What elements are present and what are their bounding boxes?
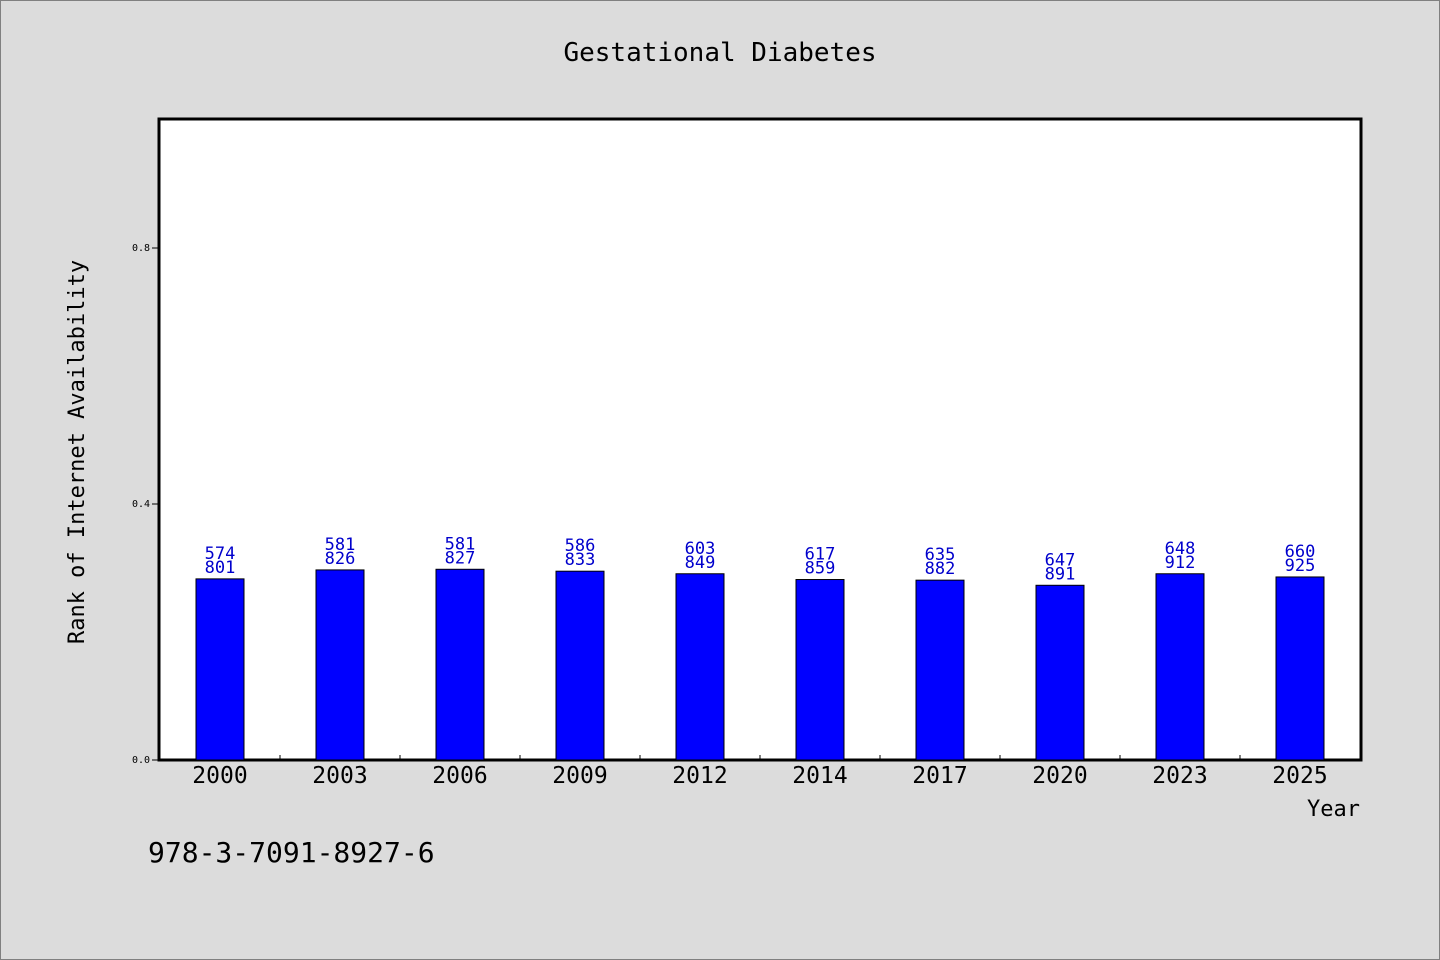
bar-label-numerator: 660	[1285, 542, 1316, 562]
bar-label-denominator: 849	[685, 553, 716, 573]
x-tick-label: 2025	[1272, 763, 1327, 789]
bar-label-numerator: 635	[925, 545, 956, 565]
x-tick-label: 2017	[912, 763, 967, 789]
isbn-label: 978-3-7091-8927-6	[148, 836, 435, 869]
y-axis-label: Rank of Internet Availability	[65, 260, 90, 644]
bar-2003	[315, 569, 365, 761]
y-tick-label: 0.4	[132, 499, 150, 510]
x-tick-label: 2006	[432, 763, 487, 789]
x-tick-label: 2003	[312, 763, 367, 789]
x-axis-ticks: 2000 2003 2006 2009 2012 2014 2017 2020 2023 2025	[192, 755, 1328, 789]
bar-label-denominator: 925	[1285, 556, 1316, 576]
x-tick-label: 2009	[552, 763, 607, 789]
bar-label-denominator: 882	[925, 559, 956, 579]
bar-label-numerator: 586	[565, 536, 596, 556]
bar-label-denominator: 826	[325, 549, 356, 569]
bar-2025	[1275, 576, 1325, 761]
bar-label-denominator: 891	[1045, 564, 1076, 584]
y-axis-ticks: 0.0 0.4 0.8	[132, 243, 160, 766]
bar-2012	[675, 573, 725, 761]
bars-group	[195, 568, 1325, 761]
bar-2000	[195, 578, 245, 761]
bar-label-numerator: 617	[805, 545, 836, 565]
bar-2017	[915, 579, 965, 761]
bar-label-denominator: 912	[1165, 553, 1196, 573]
x-tick-label: 2014	[792, 763, 847, 789]
bar-2020	[1035, 584, 1085, 761]
bar-label-numerator: 581	[325, 535, 356, 555]
bar-label-numerator: 603	[685, 539, 716, 559]
bar-2006	[435, 568, 485, 761]
bar-2014	[795, 579, 845, 761]
y-tick-label: 0.8	[132, 243, 150, 254]
x-axis-label: Year	[1307, 797, 1360, 822]
bar-label-denominator: 801	[205, 558, 236, 578]
bar-label-numerator: 648	[1165, 539, 1196, 559]
x-tick-label: 2000	[192, 763, 247, 789]
bar-label-numerator: 581	[445, 534, 476, 554]
x-tick-label: 2012	[672, 763, 727, 789]
chart-title: Gestational Diabetes	[563, 38, 876, 68]
bar-label-denominator: 859	[805, 559, 836, 579]
x-tick-label: 2023	[1152, 763, 1207, 789]
bar-label-numerator: 647	[1045, 550, 1076, 570]
x-tick-label: 2020	[1032, 763, 1087, 789]
bar-label-denominator: 827	[445, 548, 476, 568]
bar-label-denominator: 833	[565, 550, 596, 570]
bar-2009	[555, 570, 605, 761]
bar-2023	[1155, 573, 1205, 761]
y-tick-label: 0.0	[132, 755, 150, 766]
bar-label-numerator: 574	[205, 544, 236, 564]
